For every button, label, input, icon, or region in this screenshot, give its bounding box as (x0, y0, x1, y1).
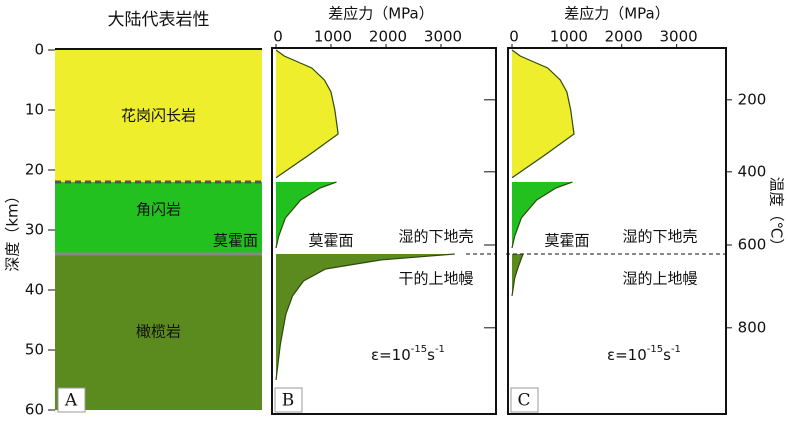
strain-rate: ε=10-15s-1 (371, 344, 445, 364)
lithology-title: 大陆代表岩性 (108, 10, 210, 30)
stress-tick-label: 3000 (660, 28, 698, 46)
tag-box (510, 387, 539, 413)
tag-box (57, 387, 86, 413)
envelope-fill (276, 50, 339, 178)
mantle-label: 湿的上地幔 (622, 270, 697, 288)
strain-rate-part: ε=10 (607, 346, 647, 364)
depth-tick-label: 40 (25, 281, 44, 299)
depth-tick-label: 50 (25, 341, 44, 359)
envelope-fill (512, 50, 575, 178)
strain-rate-part: ε=10 (371, 346, 411, 364)
stress-tick-label: 1000 (314, 28, 352, 46)
stress-tick-label: 3000 (424, 28, 462, 46)
panel-tag: A (64, 391, 78, 411)
strain-rate-part: -1 (435, 344, 445, 355)
strain-rate-part: s (427, 346, 435, 364)
moho-label: 莫霍面 (308, 232, 353, 250)
strain-rate: ε=10-15s-1 (607, 344, 681, 364)
envelope-fill (512, 182, 573, 248)
temperature-axis-label: 温度（℃） (768, 177, 786, 254)
depth-tick-label: 30 (25, 221, 44, 239)
depth-tick-label: 0 (34, 41, 44, 59)
panel-tag: C (517, 391, 530, 411)
envelope-fill (512, 254, 523, 296)
depth-tick-label: 60 (25, 401, 44, 419)
moho-label: 莫霍面 (544, 232, 589, 250)
tag-box (274, 387, 303, 413)
layer (55, 50, 262, 182)
panel-tag: B (282, 391, 295, 411)
layer (55, 182, 262, 254)
stress-tick-label: 0 (273, 28, 283, 46)
depth-tick-label: 10 (25, 101, 44, 119)
crust-label: 湿的下地壳 (622, 228, 697, 246)
temperature-tick-label: 800 (738, 318, 767, 336)
envelope-curve (511, 181, 573, 249)
stress-tick-label: 2000 (605, 28, 643, 46)
envelope-fill (276, 182, 337, 248)
temperature-tick-label: 200 (738, 90, 767, 108)
stress-tick-label: 2000 (369, 28, 407, 46)
crust-label: 湿的下地壳 (398, 228, 473, 246)
stress-tick-label: 1000 (550, 28, 588, 46)
layer-label: 花岗闪长岩 (121, 107, 196, 125)
stress-title: 差应力（MPa） (564, 5, 670, 23)
envelope-curve (511, 253, 524, 297)
envelope-curve (275, 181, 337, 249)
temperature-tick-label: 400 (738, 162, 767, 180)
strain-rate-part: -15 (411, 344, 427, 355)
mantle-label: 干的上地幔 (398, 270, 473, 288)
strain-rate-part: -15 (647, 344, 663, 355)
temperature-tick-label: 600 (738, 236, 767, 254)
envelope-fill (276, 254, 455, 380)
strain-rate-part: -1 (671, 344, 681, 355)
stress-tick-label: 0 (509, 28, 519, 46)
strain-rate-part: s (663, 346, 671, 364)
layer (55, 254, 262, 410)
depth-tick-label: 20 (25, 161, 44, 179)
envelope-curve (275, 253, 455, 381)
envelope-curve (275, 49, 339, 179)
layer-label: 橄榄岩 (136, 323, 181, 341)
stress-title: 差应力（MPa） (328, 5, 434, 23)
depth-axis-label: 深度（km） (4, 188, 22, 271)
envelope-curve (511, 49, 575, 179)
moho-label: 莫霍面 (213, 232, 258, 250)
layer-label: 角闪岩 (136, 201, 181, 219)
